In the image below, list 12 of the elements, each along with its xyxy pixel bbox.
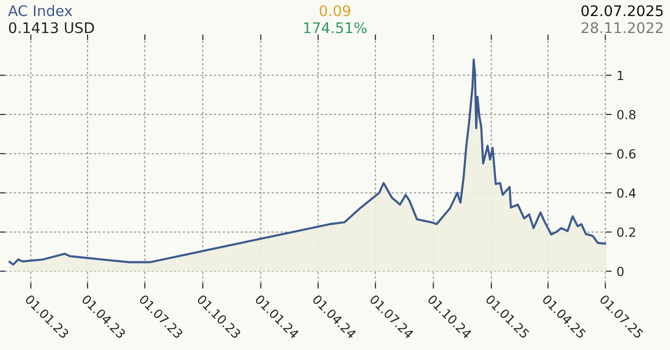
text: 28.11.2022 bbox=[582, 22, 663, 34]
chart-subtitle: 0.1413 USD bbox=[8, 22, 94, 34]
chart-title: AC Index bbox=[8, 4, 72, 16]
text: 0.09 bbox=[320, 5, 350, 16]
y-tick-label: 0 bbox=[617, 266, 624, 276]
y-tick-label: 0.4 bbox=[617, 188, 636, 198]
y-tick-label: 0.6 bbox=[617, 149, 636, 159]
y-tick-label: 0.8 bbox=[617, 110, 636, 120]
y-tick-label: 1 bbox=[618, 70, 624, 80]
text: 02.07.2025 bbox=[581, 5, 663, 16]
y-tick-label: 0.2 bbox=[617, 228, 636, 237]
text: 174.51% bbox=[304, 22, 367, 34]
